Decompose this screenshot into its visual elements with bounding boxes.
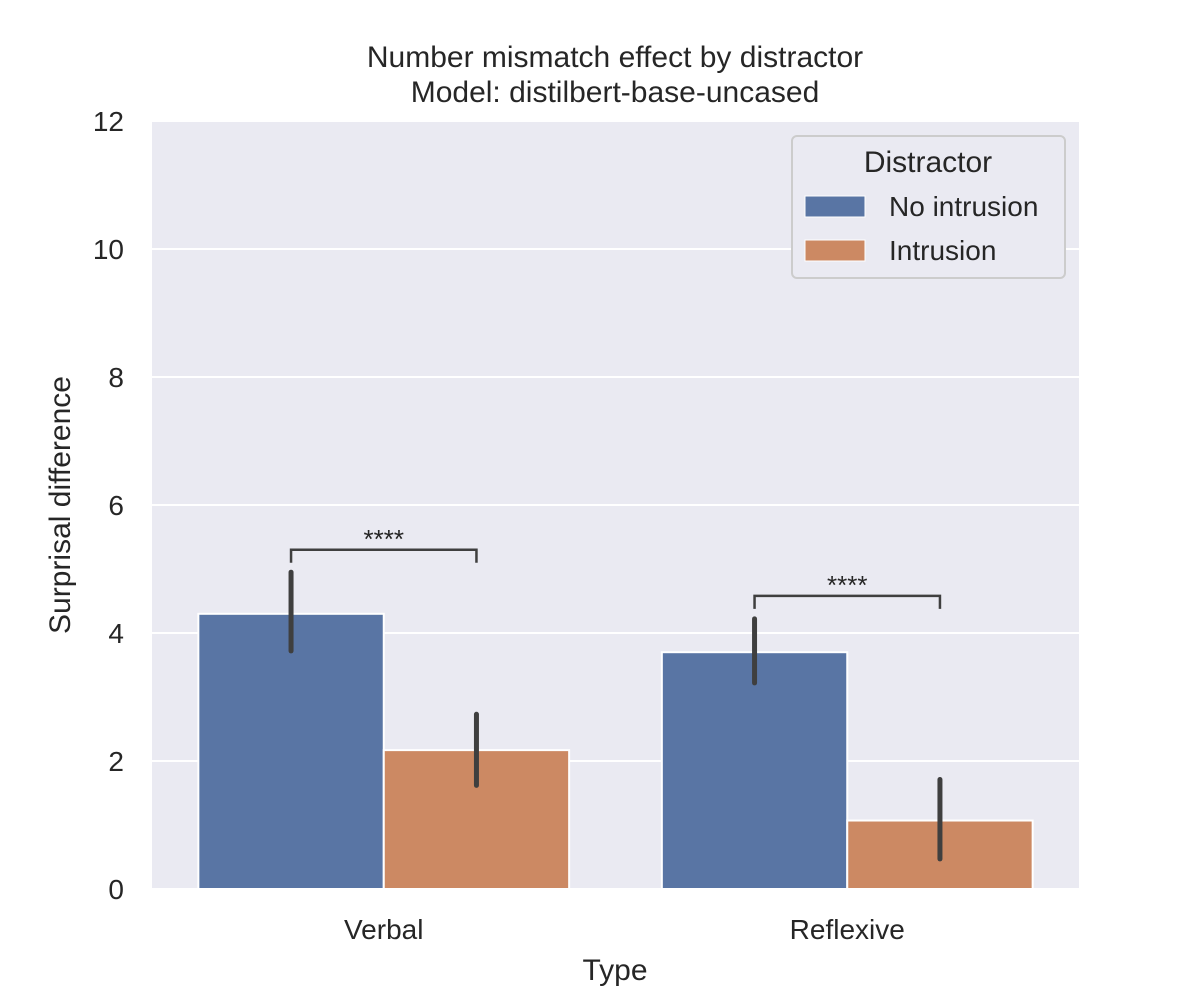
x-tick-label-verbal: Verbal	[344, 914, 423, 945]
y-tick-label-4: 4	[108, 618, 124, 649]
x-tick-label-reflexive: Reflexive	[790, 914, 905, 945]
y-tick-label-2: 2	[108, 746, 124, 777]
bar-verbal-no-intrusion	[197, 612, 385, 890]
significance-label-reflexive: ****	[827, 570, 867, 600]
legend-title: Distractor	[864, 146, 992, 179]
significance-bracket-reflexive	[753, 594, 942, 609]
legend-swatch-intrusion	[804, 239, 866, 262]
y-tick-label-0: 0	[108, 874, 124, 905]
chart-subtitle: Model: distilbert-base-uncased	[411, 76, 820, 109]
y-tick-label-12: 12	[93, 106, 124, 137]
y-tick-label-6: 6	[108, 490, 124, 521]
significance-label-verbal: ****	[364, 524, 404, 554]
legend-swatch-no-intrusion	[804, 195, 866, 218]
error-bars	[288, 569, 943, 862]
y-axis-label: Surprisal difference	[44, 376, 77, 634]
legend-label-no-intrusion: No intrusion	[889, 191, 1038, 222]
x-axis-label: Type	[582, 954, 647, 987]
bar-reflexive-no-intrusion	[660, 651, 849, 891]
y-tick-labels: 0 2 4 6 8 10 12	[93, 106, 124, 905]
x-tick-labels: Verbal Reflexive	[344, 914, 905, 945]
chart-title: Number mismatch effect by distractor	[367, 41, 863, 74]
legend-label-intrusion: Intrusion	[889, 235, 996, 266]
y-tick-label-10: 10	[93, 234, 124, 265]
legend: Distractor No intrusion Intrusion	[791, 135, 1066, 279]
significance-annotations: **** ****	[289, 524, 942, 609]
significance-bracket-verbal	[289, 548, 478, 563]
y-tick-label-8: 8	[108, 362, 124, 393]
bar-verbal-intrusion	[382, 749, 571, 890]
